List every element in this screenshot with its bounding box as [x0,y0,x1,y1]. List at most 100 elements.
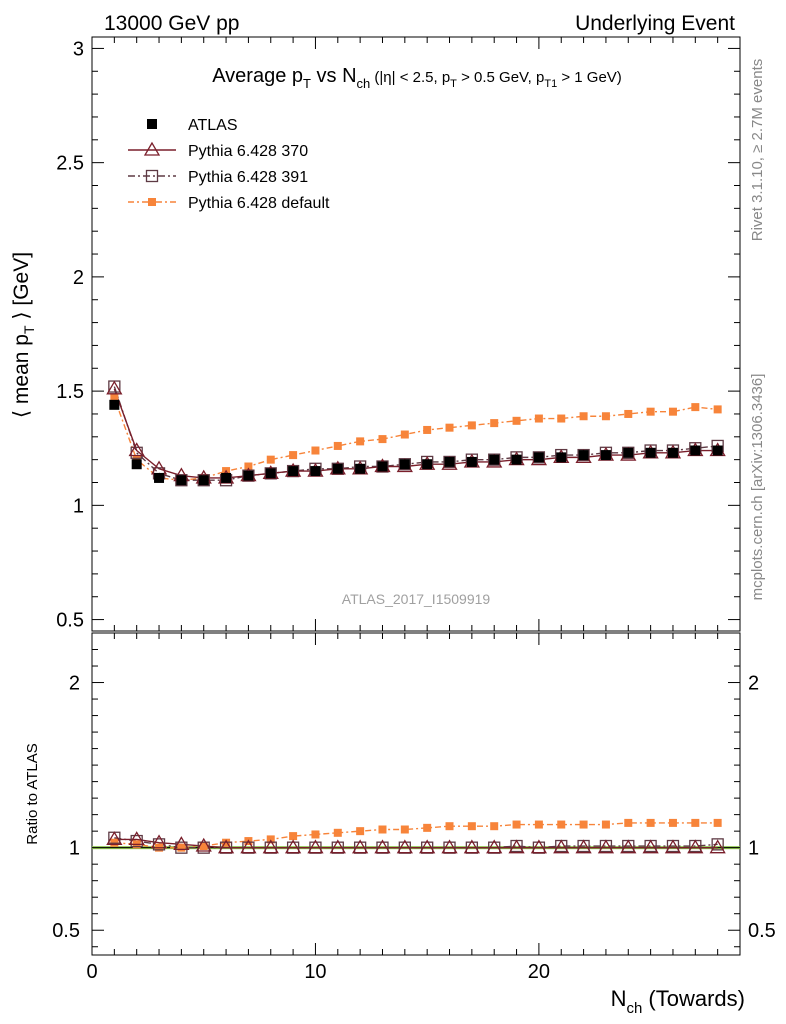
series-line [113,388,718,479]
data-point [311,830,320,839]
series-line [113,386,718,481]
data-point [356,437,365,446]
data-point [110,393,119,402]
data-point [329,839,346,854]
data-point [243,470,254,481]
data-point [289,451,298,460]
mcplots-label: mcplots.cern.ch [arXiv:1306.3436] [749,374,766,601]
y-tick-label: 2.5 [56,153,84,175]
data-point [195,837,212,852]
data-point [419,839,436,854]
legend-label: Pythia 6.428 391 [188,169,308,186]
data-point [266,455,275,464]
data-point [646,818,655,827]
data-point [691,818,700,827]
analysis-watermark: ATLAS_2017_I1509919 [342,591,491,607]
data-point [240,839,257,854]
data-point [687,839,704,854]
data-point [333,441,342,450]
data-point [284,839,302,854]
rivet-label: Rivet 3.1.10, ≥ 2.7M events [749,59,766,242]
data-point [352,839,369,854]
data-point [109,399,120,410]
data-point [173,836,190,851]
data-point [557,414,566,423]
data-point [601,412,610,421]
data-point [423,425,432,434]
data-point [556,452,567,463]
data-point [131,459,142,470]
data-point [490,822,499,831]
data-point [623,447,634,458]
data-point [441,839,458,854]
series-line [114,822,718,849]
data-point [265,468,276,479]
y-tick-label: 0.5 [56,610,84,632]
data-point [463,839,480,854]
ratio-y-axis-label: Ratio to ATLAS [24,743,41,844]
data-point [288,466,299,477]
data-point [147,119,157,129]
data-point [356,827,365,836]
y-tick-label-right: 1 [748,838,759,860]
header-left: 13000 GeV pp [104,12,239,35]
data-point [486,839,503,854]
y-tick-label: 3 [73,38,84,60]
data-point [377,461,388,472]
data-point [709,839,726,854]
data-point [399,459,410,470]
data-point [668,818,677,827]
y-axis-label: ⟨ mean pT ⟩ [GeV] [10,252,37,418]
data-point [711,838,724,851]
data-point [668,407,677,416]
y-tick-label: 0.5 [52,920,80,942]
header-right: Underlying Event [575,12,735,35]
data-point [533,452,544,463]
data-point [691,403,700,412]
main-title: Average pT vs Nch (|η| < 2.5, pT > 0.5 G… [212,65,622,91]
data-point [579,820,588,829]
data-point [512,416,521,425]
data-point [534,820,543,829]
data-point [467,822,476,831]
data-point [128,442,145,457]
data-point [176,475,187,486]
data-point [712,445,723,456]
data-point [511,454,522,465]
y-tick-label-right: 0.5 [748,920,776,942]
y-tick-label: 2 [69,673,80,695]
data-point [307,839,324,854]
data-point [624,409,633,418]
data-point [557,820,566,829]
data-point [600,450,611,461]
y-tick-label: 1 [69,838,80,860]
data-point [534,414,543,423]
data-point [664,839,682,854]
data-point [620,839,637,854]
data-point [311,446,320,455]
data-point [553,839,570,854]
x-tick-label: 0 [86,961,97,983]
data-point [467,421,476,430]
data-point [262,839,279,854]
legend-label: Pythia 6.428 default [188,195,330,212]
x-tick-label: 10 [304,961,326,983]
data-point [601,820,610,829]
data-point [150,834,168,849]
data-point [578,450,589,461]
series-line [114,838,718,849]
data-point [143,141,161,156]
data-point [422,459,433,470]
data-point [508,839,525,854]
data-point [624,818,633,827]
data-point [466,456,477,467]
main-panel-frame [91,36,741,632]
data-point [106,831,123,846]
data-point [667,447,678,458]
data-point [690,445,701,456]
data-point [400,430,409,439]
data-point [512,820,521,829]
data-point [713,818,722,827]
data-point [489,454,500,465]
